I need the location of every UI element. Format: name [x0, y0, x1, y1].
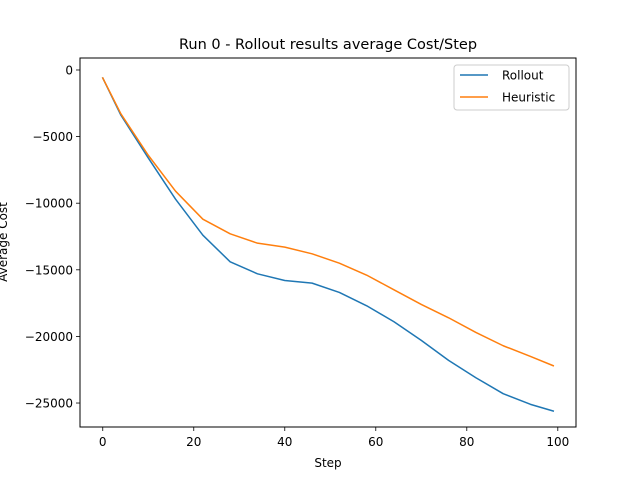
series-line-rollout: [101, 76, 555, 412]
x-tick-label: 40: [277, 435, 292, 449]
x-axis-ticks: 0 20 40 60 80 100: [99, 427, 569, 449]
y-tick-label: −25000: [25, 397, 73, 411]
y-axis-ticks: 0 −5000 −10000 −15000 −20000 −25000: [25, 63, 80, 411]
y-tick-label: −10000: [25, 197, 73, 211]
legend-label-heuristic: Heuristic: [502, 91, 555, 105]
series-layer: [101, 76, 555, 412]
x-tick-label: 80: [459, 435, 474, 449]
axes-frame: [79, 57, 577, 428]
y-tick-label: −5000: [32, 130, 73, 144]
y-tick-label: 0: [65, 63, 73, 77]
legend: Rollout Heuristic: [453, 64, 570, 111]
legend-frame: [453, 64, 570, 111]
chart-title: Run 0 - Rollout results average Cost/Ste…: [179, 37, 477, 53]
plot-area: [79, 57, 577, 428]
legend-label-rollout: Rollout: [502, 69, 544, 83]
y-tick-label: −15000: [25, 263, 73, 277]
x-axis-label: Step: [314, 456, 341, 470]
series-line-heuristic: [101, 76, 555, 367]
x-tick-label: 100: [546, 435, 569, 449]
x-tick-label: 0: [99, 435, 107, 449]
x-tick-label: 60: [368, 435, 383, 449]
x-tick-label: 20: [186, 435, 201, 449]
y-axis-label: Average Cost: [0, 202, 10, 282]
y-tick-label: −20000: [25, 330, 73, 344]
